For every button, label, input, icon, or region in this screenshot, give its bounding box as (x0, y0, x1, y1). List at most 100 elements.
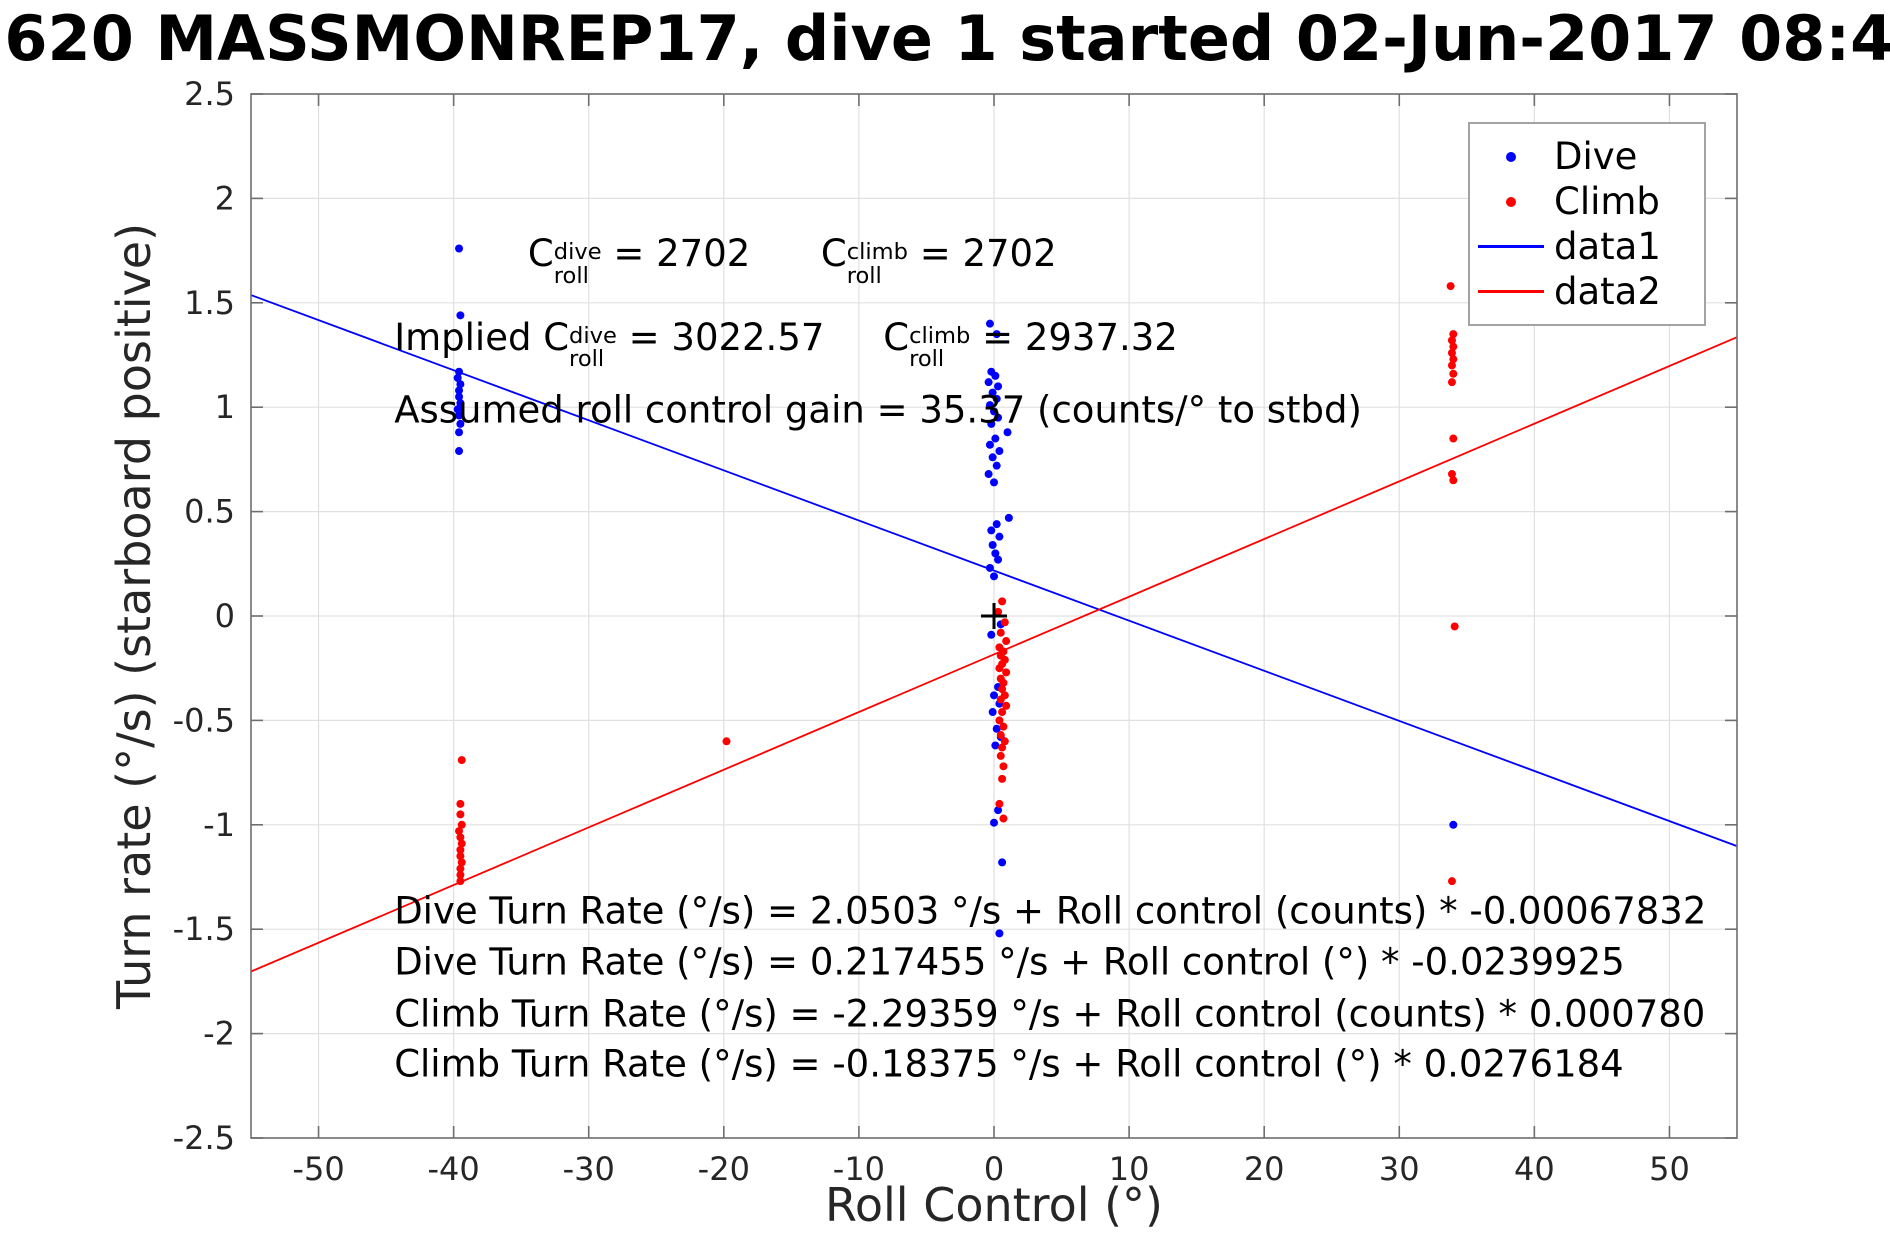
point-dive (988, 453, 997, 462)
legend-label: Climb (1554, 180, 1660, 223)
climb-fit-degrees-equation: Climb Turn Rate (°/s) = -0.18375 °/s + R… (394, 1042, 1624, 1086)
point-dive (985, 440, 994, 449)
point-climb (999, 722, 1008, 731)
x-tick-label: 20 (1244, 1150, 1285, 1188)
legend-label: data2 (1554, 270, 1661, 313)
x-tick-label: -30 (563, 1150, 615, 1188)
point-climb (1446, 282, 1455, 291)
point-climb (455, 827, 464, 836)
point-dive (992, 394, 1001, 403)
point-climb (994, 607, 1003, 616)
fit-line-data1 (251, 294, 1737, 847)
point-climb (998, 774, 1007, 783)
point-climb (1449, 342, 1458, 351)
point-dive (994, 413, 1003, 422)
point-dive (995, 447, 1004, 456)
point-climb (1000, 737, 1009, 746)
point-dive (456, 311, 465, 320)
point-climb (998, 743, 1007, 752)
point-dive (992, 724, 1001, 733)
point-dive (455, 386, 464, 395)
supsub-script: dive roll (569, 322, 617, 373)
x-tick-label: 0 (984, 1150, 1004, 1188)
x-tick-label: 50 (1649, 1150, 1690, 1188)
y-tick-label: -2 (203, 1015, 235, 1053)
climb-fit-counts-equation: Climb Turn Rate (°/s) = -2.29359 °/s + R… (394, 992, 1706, 1036)
point-dive (1004, 513, 1013, 522)
x-tick-label: -50 (292, 1150, 344, 1188)
legend-label: data1 (1554, 225, 1661, 268)
point-dive (992, 330, 1001, 339)
point-dive (987, 419, 996, 428)
supsub-script: climb roll (846, 239, 908, 289)
x-tick-label: 30 (1379, 1150, 1420, 1188)
point-climb (996, 751, 1005, 760)
point-climb (996, 695, 1005, 704)
y-tick-label: 0 (215, 597, 235, 635)
point-dive (995, 532, 1004, 541)
point-dive (456, 399, 465, 408)
point-climb (456, 799, 465, 808)
point-climb (456, 870, 465, 879)
point-dive (991, 741, 1000, 750)
point-climb (1447, 361, 1456, 370)
point-dive (995, 929, 1004, 938)
point-dive (453, 373, 462, 382)
legend-entry-dive: Dive (1470, 134, 1704, 179)
point-dive (994, 806, 1003, 815)
point-climb (1447, 348, 1456, 357)
point-climb (722, 737, 731, 746)
point-climb (998, 597, 1007, 606)
point-dive (994, 382, 1003, 391)
point-dive (988, 388, 997, 397)
point-dive (1449, 820, 1458, 829)
point-dive (985, 319, 994, 328)
point-climb (457, 858, 466, 867)
point-dive (990, 818, 998, 827)
dive-fit-degrees-equation: Dive Turn Rate (°/s) = 0.217455 °/s + Ro… (394, 940, 1625, 984)
point-climb (456, 810, 465, 819)
y-axis-label: Turn rate (°/s) (starboard positive) (107, 222, 161, 1010)
point-climb (995, 799, 1004, 808)
point-dive (990, 407, 998, 416)
point-dive (987, 630, 996, 639)
point-dive (991, 434, 1000, 443)
point-dive (988, 541, 997, 550)
point-climb (999, 762, 1008, 771)
point-climb (1002, 637, 1011, 646)
y-tick-label: -0.5 (173, 701, 235, 739)
x-tick-label: -40 (428, 1150, 480, 1188)
point-dive (991, 549, 1000, 558)
point-climb (1449, 434, 1458, 443)
point-climb (998, 685, 1007, 694)
point-climb (457, 756, 466, 765)
x-tick-label: 40 (1514, 1150, 1555, 1188)
point-dive (987, 526, 996, 535)
data1-line-icon (1478, 245, 1544, 248)
point-climb (457, 839, 466, 848)
point-dive (985, 401, 994, 410)
point-climb (1447, 877, 1456, 886)
point-dive (990, 478, 998, 487)
point-climb (1002, 668, 1011, 677)
y-tick-label: 1 (215, 388, 235, 426)
point-climb (1449, 355, 1458, 364)
point-climb (996, 628, 1005, 637)
chart-title: G620 MASSMONREP17, dive 1 started 02-Jun… (0, 2, 1890, 75)
x-tick-label: -20 (698, 1150, 750, 1188)
legend-entry-data2: data2 (1470, 269, 1704, 314)
point-climb (1447, 336, 1456, 345)
point-climb (1447, 378, 1456, 387)
point-climb (456, 833, 465, 842)
roll-gain-annotation: Assumed roll control gain = 35.37 (count… (394, 389, 1362, 433)
x-tick-label: 10 (1109, 1150, 1150, 1188)
point-climb (995, 664, 1004, 673)
y-tick-label: -1.5 (173, 910, 235, 948)
climb-marker-icon (1478, 196, 1544, 207)
supsub-script: climb roll (909, 322, 971, 373)
point-climb (1002, 701, 1011, 710)
point-dive (991, 371, 1000, 380)
